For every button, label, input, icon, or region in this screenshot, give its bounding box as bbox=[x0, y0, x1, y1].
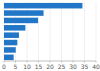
grid-line bbox=[73, 2, 74, 61]
x-tick-label: 40 bbox=[92, 63, 100, 70]
x-tick-label: 20 bbox=[46, 63, 54, 70]
bar bbox=[4, 55, 14, 61]
x-axis: 0510152025303540 bbox=[2, 61, 100, 70]
bar bbox=[4, 10, 44, 16]
bar bbox=[4, 47, 16, 53]
page: {"chart_data": {"type": "bar", "orientat… bbox=[0, 0, 100, 71]
bar bbox=[4, 32, 19, 38]
bar bbox=[4, 3, 82, 9]
x-tick-label: 25 bbox=[58, 63, 66, 70]
bar bbox=[4, 40, 17, 46]
x-tick-label: 0 bbox=[2, 63, 6, 70]
x-tick-label: 30 bbox=[69, 63, 77, 70]
grid-line bbox=[50, 2, 51, 61]
grid-line bbox=[84, 2, 85, 61]
x-axis-line bbox=[4, 61, 96, 62]
x-tick-label: 35 bbox=[81, 63, 89, 70]
grid bbox=[4, 2, 96, 61]
x-tick-label: 5 bbox=[14, 63, 18, 70]
chart-container: 0510152025303540 bbox=[0, 0, 100, 71]
grid-line bbox=[96, 2, 97, 61]
x-tick-label: 10 bbox=[23, 63, 31, 70]
grid-line bbox=[61, 2, 62, 61]
bar bbox=[4, 18, 38, 24]
chart-svg: 0510152025303540 bbox=[0, 0, 100, 71]
bar bbox=[4, 25, 25, 31]
x-tick-label: 15 bbox=[35, 63, 43, 70]
bars bbox=[4, 3, 82, 60]
